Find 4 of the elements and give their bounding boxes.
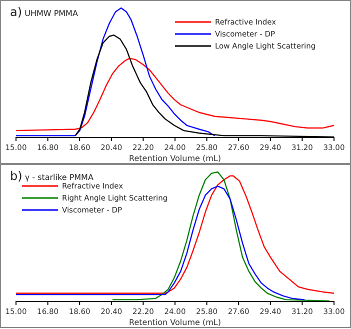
chart-title: a) UHMW PMMA [10,5,78,19]
x-axis-title: Retention Volume (mL) [129,154,221,163]
chart-title: b) γ - starlike PMMA [10,169,94,183]
x-axis-title: Retention Volume (mL) [129,318,221,327]
